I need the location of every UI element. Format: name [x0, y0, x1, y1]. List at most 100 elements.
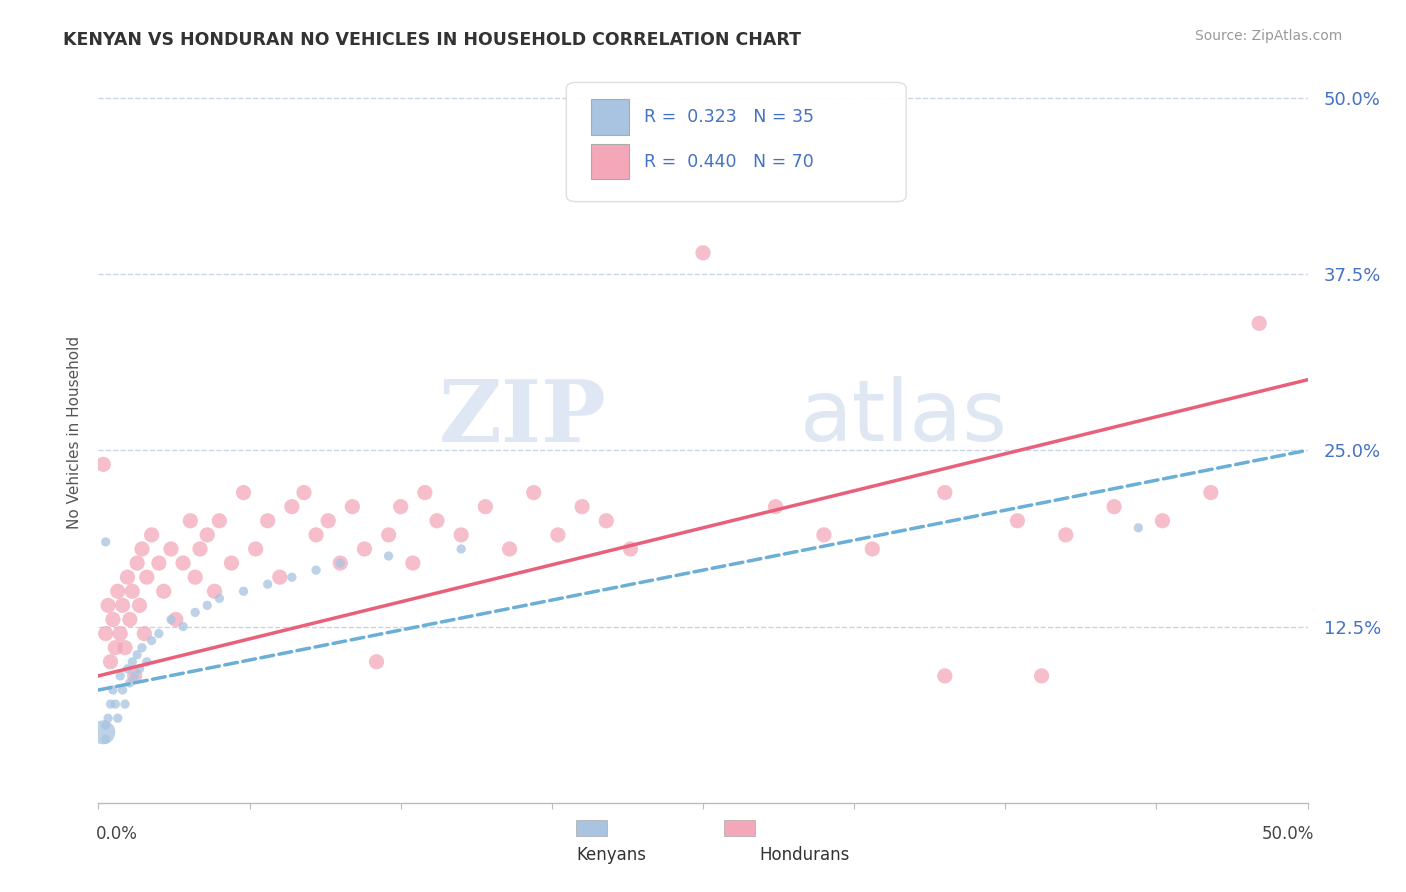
- Point: [813, 528, 835, 542]
- Point: [121, 584, 143, 599]
- Point: [1007, 514, 1029, 528]
- Point: [124, 669, 146, 683]
- Point: [97, 711, 120, 725]
- Point: [160, 612, 183, 626]
- Point: [208, 591, 231, 606]
- Point: [329, 556, 352, 570]
- Point: [101, 683, 124, 698]
- Point: [692, 245, 714, 260]
- Point: [172, 619, 194, 633]
- Text: atlas: atlas: [800, 376, 1008, 459]
- Point: [128, 662, 150, 676]
- Point: [474, 500, 496, 514]
- Point: [1054, 528, 1077, 542]
- FancyBboxPatch shape: [591, 99, 630, 135]
- Text: 50.0%: 50.0%: [1263, 825, 1315, 843]
- Point: [134, 626, 156, 640]
- Point: [204, 584, 226, 599]
- Point: [124, 669, 146, 683]
- Point: [366, 655, 388, 669]
- Point: [232, 584, 254, 599]
- Point: [172, 556, 194, 570]
- FancyBboxPatch shape: [591, 144, 630, 179]
- Text: Source: ZipAtlas.com: Source: ZipAtlas.com: [1195, 29, 1343, 43]
- Text: ZIP: ZIP: [439, 376, 606, 459]
- Point: [281, 500, 304, 514]
- Point: [94, 626, 117, 640]
- Point: [160, 541, 183, 556]
- Point: [1249, 316, 1271, 330]
- Point: [1128, 521, 1150, 535]
- Point: [342, 500, 364, 514]
- Point: [595, 514, 617, 528]
- Point: [547, 528, 569, 542]
- Point: [117, 570, 139, 584]
- Point: [94, 718, 117, 732]
- Point: [195, 528, 218, 542]
- Point: [118, 612, 141, 626]
- Point: [184, 570, 207, 584]
- Point: [97, 599, 120, 613]
- Point: [281, 570, 304, 584]
- Point: [108, 626, 131, 640]
- Point: [426, 514, 449, 528]
- Point: [934, 485, 956, 500]
- Point: [127, 648, 149, 662]
- Text: KENYAN VS HONDURAN NO VEHICLES IN HOUSEHOLD CORRELATION CHART: KENYAN VS HONDURAN NO VEHICLES IN HOUSEH…: [63, 31, 801, 49]
- Point: [118, 676, 141, 690]
- Point: [389, 500, 412, 514]
- Point: [101, 612, 124, 626]
- Point: [148, 626, 170, 640]
- Point: [188, 541, 211, 556]
- Point: [104, 640, 127, 655]
- Point: [860, 541, 883, 556]
- Point: [329, 556, 352, 570]
- Point: [131, 640, 153, 655]
- Point: [934, 669, 956, 683]
- Point: [91, 725, 114, 739]
- Point: [232, 485, 254, 500]
- Point: [377, 528, 399, 542]
- Point: [131, 541, 153, 556]
- Point: [141, 528, 163, 542]
- Point: [94, 535, 117, 549]
- Point: [571, 500, 593, 514]
- Point: [127, 556, 149, 570]
- Text: R =  0.323   N = 35: R = 0.323 N = 35: [644, 108, 814, 127]
- Point: [765, 500, 787, 514]
- Point: [305, 563, 328, 577]
- Point: [100, 655, 122, 669]
- Point: [245, 541, 267, 556]
- Point: [619, 541, 641, 556]
- Point: [111, 683, 134, 698]
- Point: [1102, 500, 1125, 514]
- Point: [221, 556, 243, 570]
- Point: [141, 633, 163, 648]
- Point: [117, 662, 139, 676]
- Point: [107, 584, 129, 599]
- Text: Kenyans: Kenyans: [576, 846, 647, 863]
- Point: [450, 541, 472, 556]
- Point: [107, 711, 129, 725]
- Point: [91, 458, 114, 472]
- Point: [184, 606, 207, 620]
- Point: [135, 570, 157, 584]
- Point: [292, 485, 315, 500]
- FancyBboxPatch shape: [567, 82, 905, 202]
- Point: [111, 599, 134, 613]
- Point: [305, 528, 328, 542]
- Point: [195, 599, 218, 613]
- Point: [179, 514, 201, 528]
- Text: Hondurans: Hondurans: [759, 846, 849, 863]
- Point: [165, 612, 187, 626]
- Point: [100, 697, 122, 711]
- Point: [148, 556, 170, 570]
- Point: [402, 556, 425, 570]
- Point: [114, 697, 136, 711]
- Point: [108, 669, 131, 683]
- Point: [256, 514, 278, 528]
- Point: [135, 655, 157, 669]
- Point: [104, 697, 127, 711]
- Text: R =  0.440   N = 70: R = 0.440 N = 70: [644, 153, 814, 170]
- Point: [94, 732, 117, 747]
